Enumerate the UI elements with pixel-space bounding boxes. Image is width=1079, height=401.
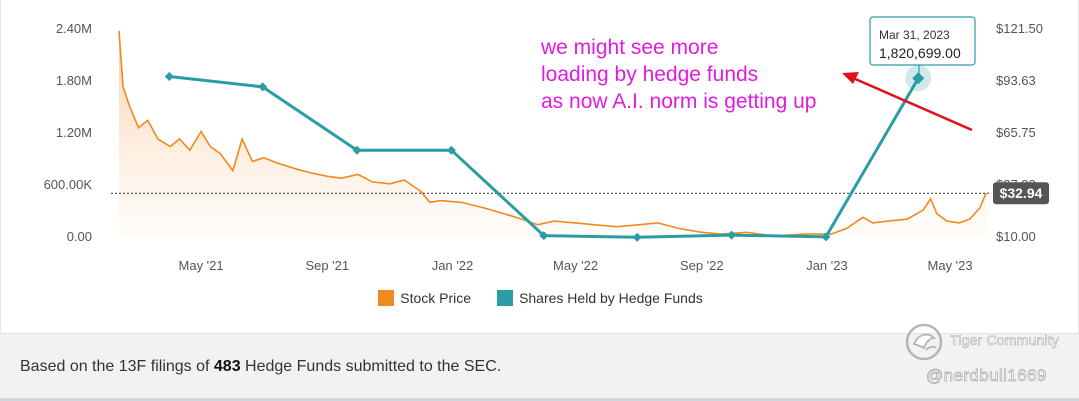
legend-label-stock-price: Stock Price xyxy=(400,290,472,306)
y-right-tick-label: $121.50 xyxy=(996,21,1043,36)
hedge-fund-point[interactable] xyxy=(727,230,737,240)
hedge-fund-point[interactable] xyxy=(446,145,456,155)
x-tick-label: Sep '22 xyxy=(680,258,724,273)
y-left-tick-label: 1.20M xyxy=(56,125,92,140)
watermark-handle: @nerdbull1669 xyxy=(926,366,1047,386)
x-tick-label: May '21 xyxy=(179,258,224,273)
hedge-fund-points xyxy=(164,65,932,242)
legend-swatch-stock-price xyxy=(378,290,395,306)
current-price-badge-bg xyxy=(993,182,1049,205)
stock-price-line xyxy=(118,30,987,237)
x-tick-label: Jan '22 xyxy=(432,258,474,273)
footer-suffix: Hedge Funds submitted to the SEC. xyxy=(240,358,502,375)
x-tick-label: May '22 xyxy=(553,258,598,273)
y-right-tick-label: $10.00 xyxy=(996,229,1036,244)
x-tick-label: May '23 xyxy=(928,258,973,273)
y-left-tick-label: 1.80M xyxy=(56,73,92,88)
footer-prefix: Based on the 13F filings of xyxy=(20,358,214,375)
tooltip-box xyxy=(869,16,976,66)
y-axis-left: 2.40M 1.80M 1.20M 600.00K 0.00 xyxy=(44,21,93,244)
annotation-arrow xyxy=(852,76,973,132)
y-axis-right: $121.50$93.63$65.75$37.88$10.00 xyxy=(996,21,1043,244)
chart-card: 2.40M 1.80M 1.20M 600.00K 0.00 $121.50 $93.63… xyxy=(0,0,1079,333)
hedge-fund-point[interactable] xyxy=(258,82,268,92)
x-tick-label: Sep '21 xyxy=(305,258,349,273)
annotation-line-1: we might see more xyxy=(540,36,718,59)
annotation-line-2: loading by hedge funds xyxy=(541,63,758,86)
y-left-tick-label: 2.40M xyxy=(56,21,92,36)
footer: Based on the 13F filings of 483 Hedge Fu… xyxy=(0,333,1079,401)
hedge-fund-point[interactable] xyxy=(821,232,831,242)
footer-divider xyxy=(0,398,1079,401)
y-left-tick-label: 600.00K xyxy=(44,177,93,192)
hedge-fund-point[interactable] xyxy=(352,145,362,155)
y-right-tick-label: $93.63 xyxy=(996,73,1036,88)
annotation-line-3: as now A.I. norm is getting up xyxy=(541,90,816,113)
x-axis: May '21 Sep '21 Jan '22 May '22 Sep '22 Jan '… xyxy=(179,258,973,273)
legend: Stock Price Shares Held by Hedge Funds xyxy=(1,290,1079,306)
hedge-fund-point[interactable] xyxy=(912,72,925,85)
legend-swatch-hedge-funds xyxy=(497,290,514,306)
chart-svg: 2.40M 1.80M 1.20M 600.00K 0.00 $121.50 $93.63… xyxy=(44,16,1049,273)
legend-item-hedge-funds[interactable]: Shares Held by Hedge Funds xyxy=(497,290,703,306)
stock-price-area xyxy=(119,30,986,236)
current-price-badge: $32.94 xyxy=(993,182,1049,205)
annotation-arrowhead xyxy=(842,72,859,84)
hedge-fund-count: 483 xyxy=(213,358,241,375)
tooltip-value: 1,820,699.00 xyxy=(879,45,961,61)
tiger-logo-icon xyxy=(905,323,943,361)
hedge-fund-point[interactable] xyxy=(539,231,549,241)
hedge-fund-point[interactable] xyxy=(164,72,174,82)
annotation: we might see more loading by hedge funds… xyxy=(540,36,973,132)
current-price-badge-text: $32.94 xyxy=(1000,185,1043,201)
watermark-name: Tiger Community xyxy=(950,332,1060,349)
y-left-tick-label: 0.00 xyxy=(67,229,92,244)
y-right-tick-label: $65.75 xyxy=(996,125,1036,140)
x-tick-label: Jan '23 xyxy=(806,258,848,273)
footer-text: Based on the 13F filings of 483 Hedge Fu… xyxy=(20,358,501,376)
tooltip: Mar 31, 2023 1,820,699.00 xyxy=(869,16,976,74)
legend-label-hedge-funds: Shares Held by Hedge Funds xyxy=(519,290,703,306)
watermark: Tiger Community @nerdbull1669 xyxy=(904,318,1074,398)
tooltip-date: Mar 31, 2023 xyxy=(879,28,950,42)
hedge-fund-point[interactable] xyxy=(632,232,642,242)
legend-item-stock-price[interactable]: Stock Price xyxy=(378,290,471,306)
